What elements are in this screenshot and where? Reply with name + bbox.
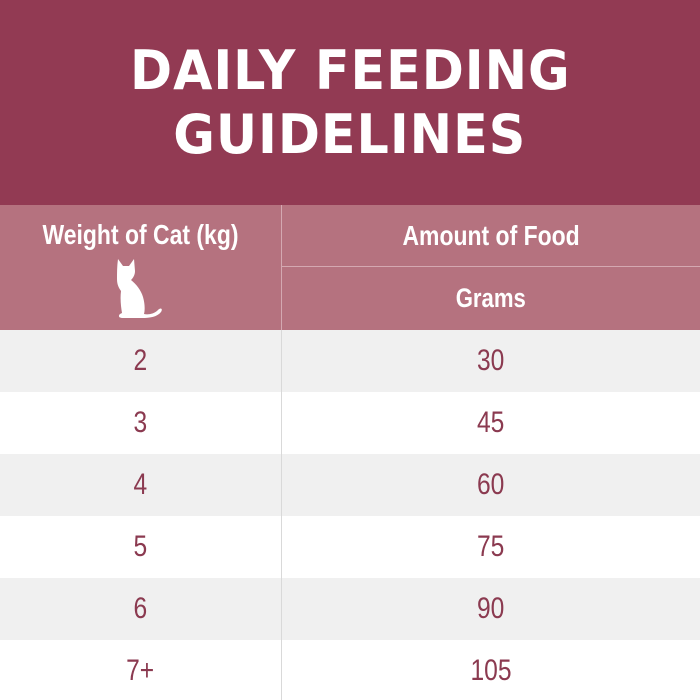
grams-value: 90 [477, 592, 505, 625]
header-row-divider [282, 266, 700, 267]
table-header: Weight of Cat (kg) Amount of Food Grams [0, 205, 700, 330]
weight-value: 3 [133, 406, 148, 439]
grams-cell: 60 [282, 454, 700, 516]
grams-value: 105 [470, 654, 512, 687]
weight-cell: 6 [0, 578, 281, 640]
grams-value: 60 [477, 468, 505, 501]
table-row: 5 75 [0, 516, 700, 578]
header-column-divider [281, 205, 282, 330]
table-row: 6 90 [0, 578, 700, 640]
table-row: 2 30 [0, 330, 700, 392]
grams-cell: 30 [282, 330, 700, 392]
weight-value: 4 [133, 468, 148, 501]
grams-value: 30 [477, 344, 505, 377]
grams-value: 45 [477, 406, 505, 439]
amount-column-label: Amount of Food [402, 219, 580, 251]
table-row: 7+ 105 [0, 640, 700, 700]
grams-cell: 105 [282, 640, 700, 700]
table-row: 3 45 [0, 392, 700, 454]
grams-cell: 90 [282, 578, 700, 640]
weight-cell: 4 [0, 454, 281, 516]
table-row: 4 60 [0, 454, 700, 516]
body-column-divider [281, 330, 282, 700]
grams-cell: 75 [282, 516, 700, 578]
table-body: 2 30 3 45 4 60 5 75 6 90 7+ 105 [0, 330, 700, 700]
cat-silhouette-icon [117, 259, 162, 318]
weight-cell: 2 [0, 330, 281, 392]
weight-cell: 7+ [0, 640, 281, 700]
weight-column-label: Weight of Cat (kg) [42, 219, 239, 250]
unit-subheader: Grams [282, 267, 700, 330]
grams-cell: 45 [282, 392, 700, 454]
weight-value: 7+ [126, 654, 155, 687]
amount-column-header: Amount of Food [282, 205, 700, 266]
grams-value: 75 [477, 530, 505, 563]
weight-cell: 3 [0, 392, 281, 454]
title-banner: DAILY FEEDING GUIDELINES [0, 0, 700, 205]
weight-value: 2 [133, 344, 148, 377]
unit-label: Grams [455, 283, 527, 313]
weight-column-header: Weight of Cat (kg) [0, 205, 281, 330]
weight-value: 5 [133, 530, 148, 563]
weight-value: 6 [133, 592, 148, 625]
page-title-line-1: DAILY FEEDING [129, 38, 571, 102]
page-title-line-2: GUIDELINES [173, 102, 527, 166]
weight-cell: 5 [0, 516, 281, 578]
